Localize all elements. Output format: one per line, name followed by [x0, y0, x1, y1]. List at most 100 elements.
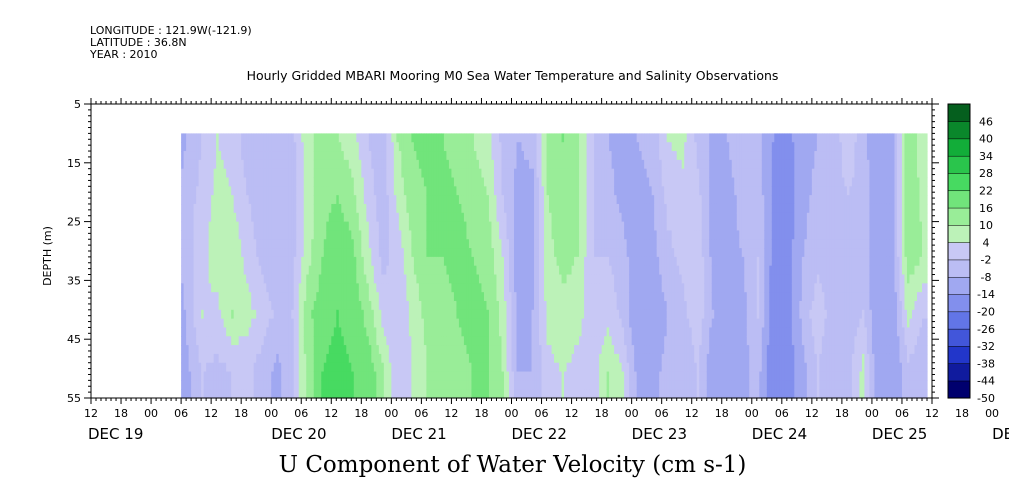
heatmap-cell [268, 177, 272, 187]
heatmap-cell [476, 248, 480, 258]
heatmap-cell [296, 168, 300, 179]
heatmap-cell [569, 318, 573, 329]
heatmap-cell [481, 168, 485, 179]
heatmap-cell [524, 133, 528, 143]
heatmap-cell [423, 318, 427, 329]
heatmap-cell [253, 380, 257, 390]
heatmap-cell [531, 186, 535, 196]
heatmap-cell [393, 327, 397, 337]
heatmap-cell [351, 186, 355, 196]
heatmap-cell [273, 230, 277, 240]
heatmap-cell [283, 300, 287, 311]
heatmap-cell [278, 309, 282, 320]
heatmap-cell [448, 168, 453, 179]
heatmap-cell [549, 151, 553, 161]
heatmap-cell [493, 292, 498, 302]
heatmap-cell [519, 230, 523, 240]
heatmap-cell [413, 371, 417, 381]
heatmap-cell [193, 133, 197, 143]
heatmap-cell [596, 159, 600, 170]
heatmap-cell [431, 380, 435, 390]
heatmap-cell [231, 212, 235, 223]
heatmap-cell [391, 300, 395, 311]
heatmap-cell [198, 327, 202, 337]
heatmap-cell [263, 159, 267, 170]
heatmap-cell [514, 353, 518, 364]
heatmap-cell [216, 345, 220, 355]
heatmap-cell [503, 345, 508, 355]
heatmap-cell [368, 186, 372, 196]
heatmap-cell [428, 239, 432, 249]
heatmap-cell [468, 168, 473, 179]
heatmap-cell [458, 221, 463, 232]
heatmap-cell [473, 371, 478, 381]
heatmap-cell [383, 195, 387, 205]
heatmap-cell [316, 195, 320, 205]
heatmap-cell [388, 203, 392, 214]
heatmap-cell [481, 345, 485, 355]
heatmap-cell [208, 300, 212, 311]
heatmap-cell [363, 256, 367, 267]
heatmap-cell [228, 353, 232, 364]
heatmap-cell [461, 309, 465, 320]
heatmap-cell [468, 318, 473, 329]
heatmap-cell [231, 195, 235, 205]
heatmap-cell [458, 371, 463, 381]
heatmap-cell [534, 380, 538, 390]
heatmap-cell [318, 142, 322, 152]
heatmap-cell [514, 133, 518, 143]
heatmap-cell [451, 248, 455, 258]
heatmap-cell [298, 300, 302, 311]
heatmap-cell [296, 239, 300, 249]
heatmap-cell [408, 133, 412, 143]
heatmap-cell [353, 177, 357, 187]
heatmap-cell [346, 248, 350, 258]
heatmap-cell [198, 283, 202, 293]
heatmap-cell [551, 142, 555, 152]
heatmap-cell [461, 239, 465, 249]
heatmap-cell [498, 380, 503, 390]
heatmap-cell [511, 283, 515, 293]
heatmap-cell [251, 380, 255, 390]
heatmap-cell [383, 274, 387, 284]
heatmap-cell [576, 371, 580, 381]
heatmap-cell [391, 309, 395, 320]
heatmap-cell [378, 265, 382, 276]
heatmap-cell [516, 327, 520, 337]
heatmap-cell [286, 151, 290, 161]
heatmap-cell [281, 159, 285, 170]
heatmap-cell [283, 380, 287, 390]
heatmap-cell [569, 151, 573, 161]
heatmap-cell [231, 248, 235, 258]
heatmap-cell [491, 212, 495, 223]
heatmap-cell [498, 353, 503, 364]
heatmap-cell [564, 345, 568, 355]
heatmap-cell [363, 309, 367, 320]
heatmap-cell [488, 283, 493, 293]
heatmap-cell [416, 186, 420, 196]
heatmap-cell [441, 336, 445, 346]
heatmap-cell [461, 203, 465, 214]
heatmap-cell [246, 221, 250, 232]
heatmap-cell [451, 318, 455, 329]
heatmap-cell [326, 177, 330, 187]
heatmap-cell [293, 345, 297, 355]
heatmap-cell [401, 309, 405, 320]
heatmap-cell [216, 159, 220, 170]
heatmap-cell [343, 168, 347, 179]
heatmap-cell [238, 212, 242, 223]
heatmap-cell [551, 353, 555, 364]
heatmap-cell [421, 256, 425, 267]
heatmap-cell [218, 203, 222, 214]
heatmap-cell [211, 195, 215, 205]
heatmap-cell [591, 203, 595, 214]
heatmap-cell [248, 389, 252, 399]
heatmap-cell [544, 239, 548, 249]
heatmap-cell [398, 345, 402, 355]
heatmap-cell [371, 248, 375, 258]
heatmap-cell [391, 318, 395, 329]
heatmap-cell [431, 265, 435, 276]
heatmap-cell [211, 151, 215, 161]
heatmap-cell [193, 239, 197, 249]
heatmap-cell [596, 151, 600, 161]
